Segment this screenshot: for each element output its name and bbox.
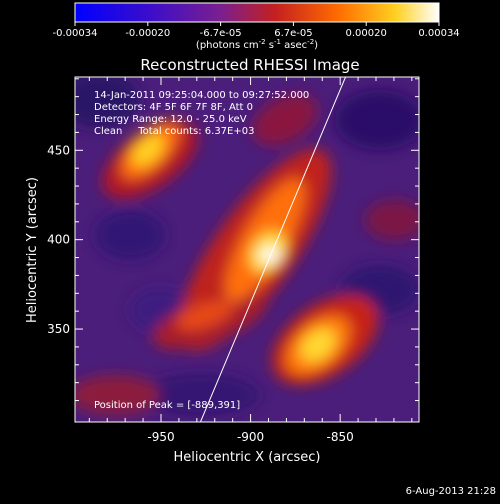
y-tick-label: 350 [47,322,70,336]
y-tick-label: 400 [47,233,70,247]
x-tick-label: -950 [147,430,174,444]
x-axis-ticks: -950 -900 -850 [88,77,413,444]
y-axis-label: Heliocentric Y (arcsec) [25,177,40,323]
colorbar-tick-label: 6.7e-05 [274,28,312,39]
plot-frame [74,76,420,423]
y-axis-ticks: 450 400 350 [47,78,419,402]
colorbar-tick-label: 0.00020 [346,28,387,39]
colorbar-gradient [74,2,440,23]
colorbar-tick-label: -6.7e-05 [200,28,242,39]
colorbar-units: (photons cm-2 s-1 asec-2) [196,38,318,51]
date-stamp: 6-Aug-2013 21:28 [406,486,496,497]
info-energy-range: Energy Range: 12.0 - 25.0 keV [94,114,247,125]
info-peak-position: Position of Peak = [-889,391] [94,400,240,411]
colorbar-tick-label: -0.00034 [53,28,98,39]
colorbar-tick-label: -0.00020 [125,28,170,39]
solar-limb-line [199,77,347,422]
info-time-range: 14-Jan-2011 09:25:04.000 to 09:27:52.000 [94,90,309,101]
colorbar: -0.00034 -0.00020 -6.7e-05 6.7e-05 0.00020 0.… [53,2,460,51]
colorbar-ticks: -0.00034 -0.00020 -6.7e-05 6.7e-05 0.00020 0.… [53,22,460,39]
plot-title: Reconstructed RHESSI Image [140,56,359,74]
x-tick-label: -850 [327,430,354,444]
rhessi-image [75,77,419,422]
x-axis-label: Heliocentric X (arcsec) [174,450,321,465]
y-tick-label: 450 [47,143,70,157]
info-clean-counts: Clean Total counts: 6.37E+03 [94,126,254,137]
observation-info: 14-Jan-2011 09:25:04.000 to 09:27:52.000… [94,90,309,411]
colorbar-tick-label: 0.00034 [418,28,459,39]
x-tick-label: -900 [237,430,264,444]
info-detectors: Detectors: 4F 5F 6F 7F 8F, Att 0 [94,102,253,113]
